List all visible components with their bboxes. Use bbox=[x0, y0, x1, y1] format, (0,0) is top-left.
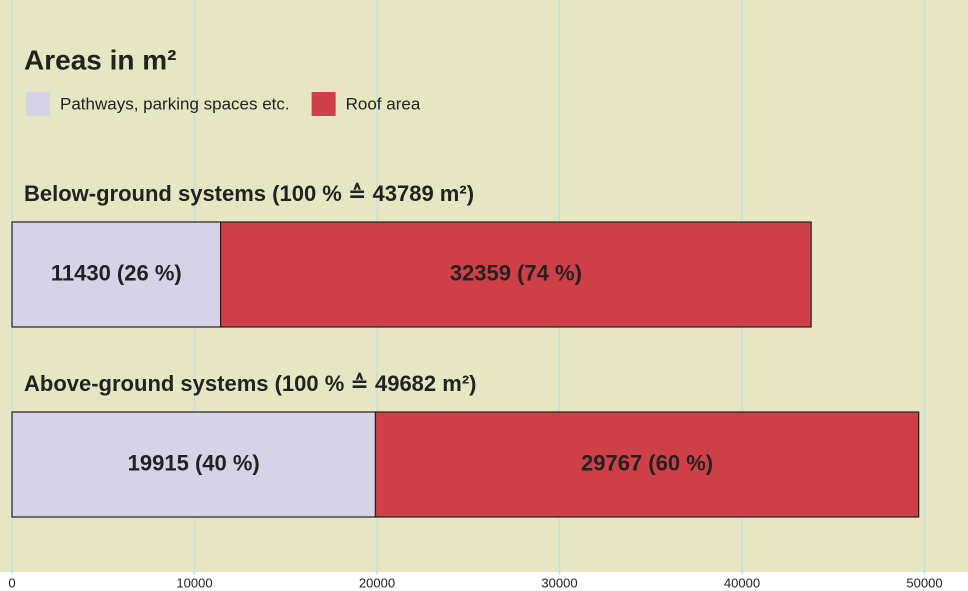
x-tick-label: 10000 bbox=[176, 575, 212, 590]
category-label: Below-ground systems (100 % ≙ 43789 m²) bbox=[24, 181, 474, 206]
chart-title: Areas in m² bbox=[24, 44, 177, 75]
bar-segment bbox=[374, 411, 920, 518]
bar-segment bbox=[11, 221, 222, 328]
legend-label: Pathways, parking spaces etc. bbox=[60, 94, 290, 113]
x-tick-label: 30000 bbox=[541, 575, 577, 590]
legend-swatch bbox=[26, 92, 50, 116]
x-tick-label: 20000 bbox=[359, 575, 395, 590]
bar-segment bbox=[11, 411, 377, 518]
bar-segment bbox=[219, 221, 812, 328]
legend-swatch bbox=[311, 92, 336, 116]
legend-label: Roof area bbox=[346, 94, 421, 113]
x-tick-label: 40000 bbox=[724, 575, 760, 590]
x-tick-label: 0 bbox=[8, 575, 15, 590]
category-label: Above-ground systems (100 % ≙ 49682 m²) bbox=[24, 371, 476, 396]
bar-label: 19915 (40 %) bbox=[128, 450, 260, 475]
bar-label: 29767 (60 %) bbox=[581, 450, 713, 475]
bar-label: 32359 (74 %) bbox=[450, 260, 582, 285]
bar-label: 11430 (26 %) bbox=[51, 260, 182, 285]
x-tick-label: 50000 bbox=[906, 575, 942, 590]
